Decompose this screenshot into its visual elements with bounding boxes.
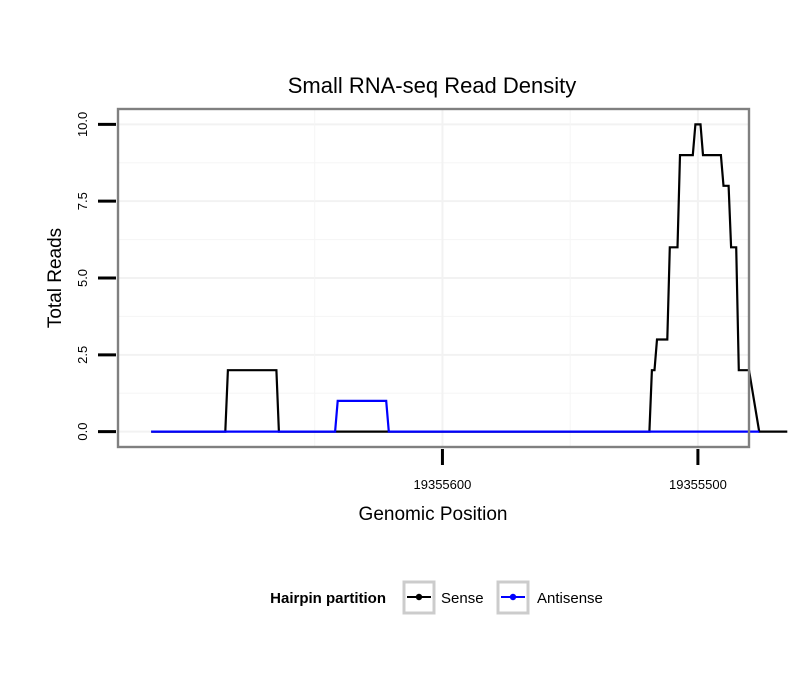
chart-title: Small RNA-seq Read Density	[288, 73, 577, 98]
legend-label-sense: Sense	[441, 590, 484, 607]
legend-point-antisense	[509, 593, 517, 601]
legend: Hairpin partition Sense Antisense	[270, 580, 603, 615]
x-tick-label: 19355500	[669, 477, 727, 492]
series-line-antisense	[151, 399, 760, 433]
plot-border	[116, 107, 751, 449]
y-tick-label: 5.0	[75, 269, 90, 287]
legend-title: Hairpin partition	[270, 590, 386, 607]
x-axis-title: Genomic Position	[359, 504, 508, 525]
y-tick-label: 7.5	[75, 192, 90, 210]
legend-item-antisense: Antisense	[496, 580, 603, 615]
y-axis: 0.0 2.5 5.0 7.5 10.0	[75, 112, 116, 441]
y-tick-label: 10.0	[75, 112, 90, 137]
legend-item-sense: Sense	[402, 580, 484, 615]
grid-lines	[118, 109, 749, 447]
series-layer	[151, 123, 788, 433]
legend-point-sense	[415, 593, 423, 601]
series-line-sense	[151, 123, 788, 433]
x-tick-label: 19355600	[414, 477, 472, 492]
legend-label-antisense: Antisense	[537, 590, 603, 607]
y-axis-title: Total Reads	[45, 228, 66, 328]
y-tick-label: 0.0	[75, 423, 90, 441]
plot-area	[116, 107, 788, 449]
y-tick-label: 2.5	[75, 346, 90, 364]
x-axis: 19355600 19355500	[414, 449, 727, 492]
